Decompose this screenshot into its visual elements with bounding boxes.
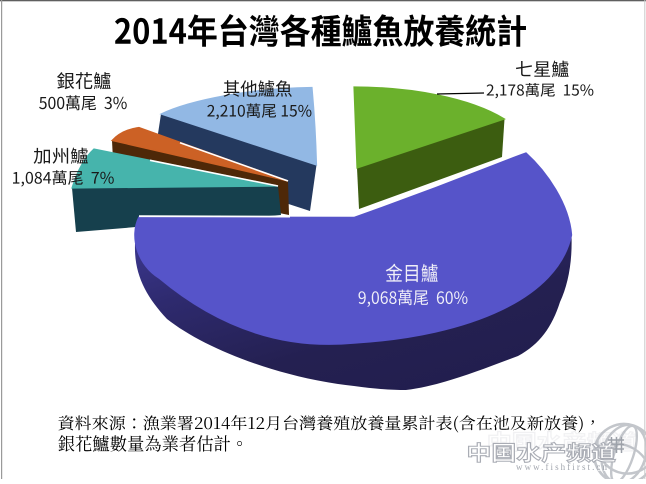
svg-text:www.fishfirst.cn: www.fishfirst.cn bbox=[516, 462, 608, 472]
svg-text:www.fishfirst.cn: www.fishfirst.cn bbox=[517, 463, 609, 473]
